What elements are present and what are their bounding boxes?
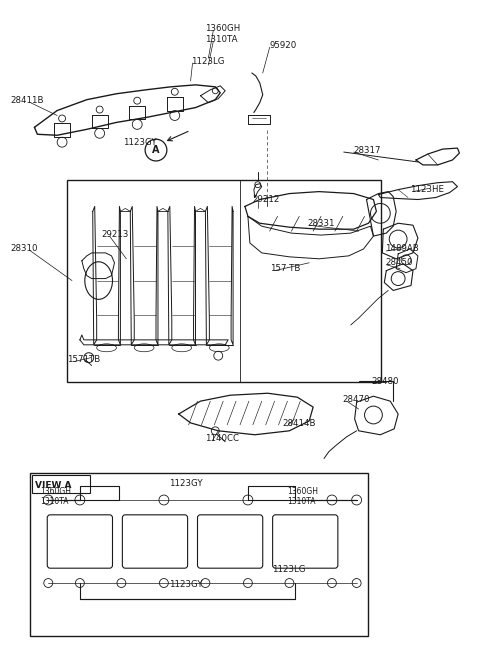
Text: 28331: 28331 — [307, 219, 335, 228]
Text: 29212: 29212 — [253, 195, 280, 204]
Text: 1123HE: 1123HE — [410, 185, 444, 194]
Text: 28480: 28480 — [372, 377, 399, 386]
Text: 1310TA: 1310TA — [40, 497, 69, 507]
Text: 1140CC: 1140CC — [205, 434, 240, 443]
Text: VIEW A: VIEW A — [36, 481, 72, 489]
Text: 1310TA: 1310TA — [288, 497, 316, 507]
Text: 1489AB: 1489AB — [385, 244, 419, 254]
Bar — [30, 473, 369, 637]
Text: 1571TB: 1571TB — [67, 355, 100, 364]
Bar — [67, 180, 381, 382]
Bar — [33, 475, 90, 493]
Text: 1123GY: 1123GY — [123, 138, 157, 147]
Text: 1123LG: 1123LG — [272, 564, 305, 574]
Text: 28470: 28470 — [343, 395, 370, 403]
Text: A: A — [152, 145, 160, 155]
Text: 95920: 95920 — [270, 41, 297, 50]
Text: 1360GH: 1360GH — [40, 487, 72, 495]
Text: 1123GY: 1123GY — [169, 479, 203, 487]
Text: 28450: 28450 — [385, 258, 413, 267]
Text: 1123LG: 1123LG — [191, 57, 224, 66]
Text: 29213: 29213 — [102, 229, 129, 238]
Text: 28411B: 28411B — [11, 96, 44, 105]
Text: 28310: 28310 — [11, 244, 38, 254]
Text: 28414B: 28414B — [283, 419, 316, 428]
Text: 1310TA: 1310TA — [205, 35, 238, 44]
Text: 1123GY: 1123GY — [169, 581, 203, 589]
Text: 28317: 28317 — [354, 146, 381, 154]
Text: 1360GH: 1360GH — [205, 24, 240, 33]
Text: 1360GH: 1360GH — [288, 487, 318, 495]
Text: 157·TB: 157·TB — [270, 264, 300, 273]
